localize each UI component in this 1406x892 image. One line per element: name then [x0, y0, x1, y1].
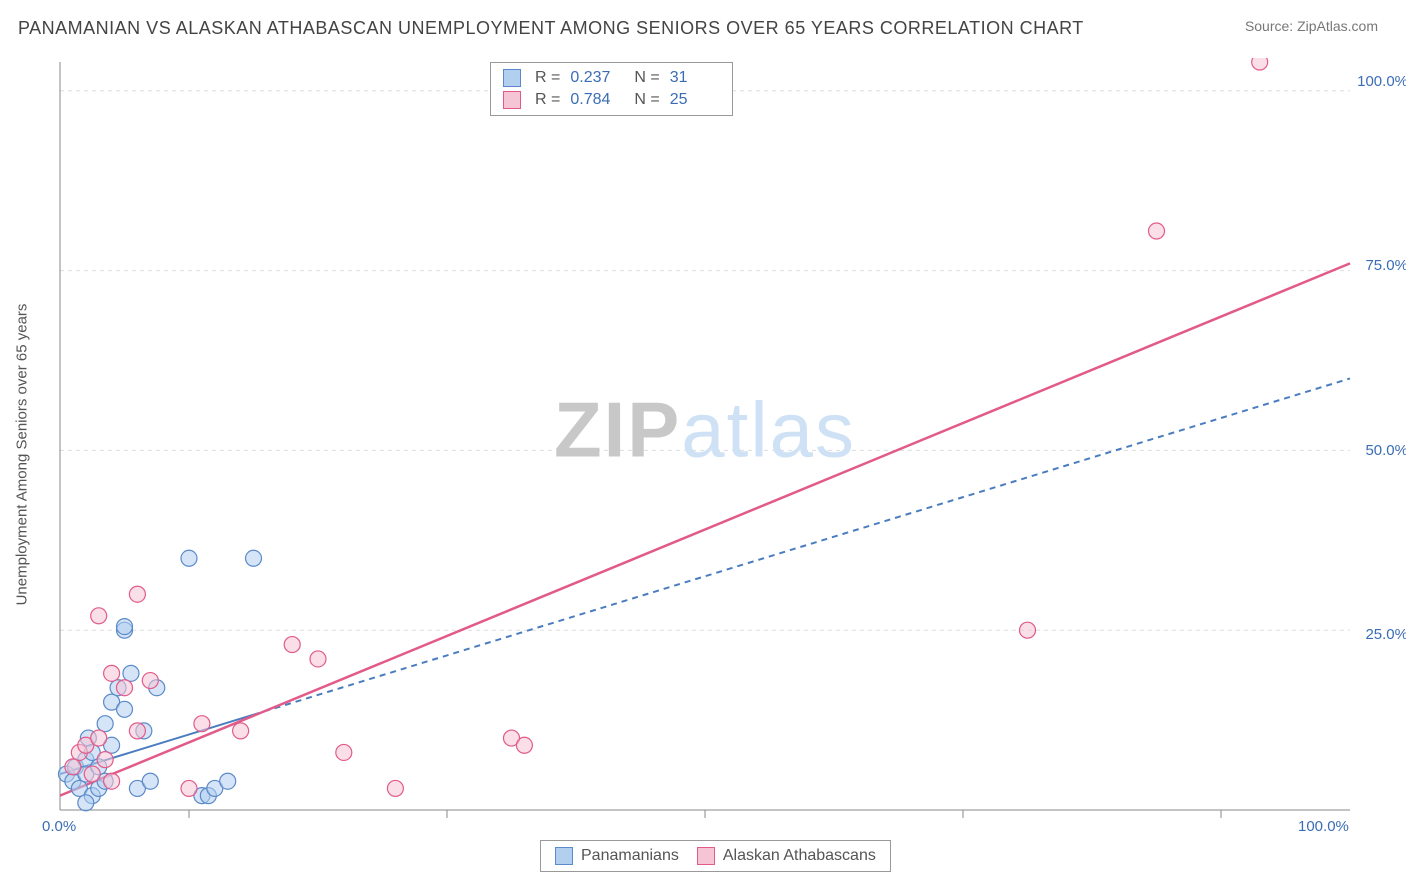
- legend-swatch: [697, 847, 715, 865]
- series-swatch: [503, 69, 521, 87]
- x-tick-label: 0.0%: [42, 818, 76, 835]
- r-value: 0.784: [570, 91, 620, 109]
- legend-item: Alaskan Athabascans: [697, 847, 876, 865]
- chart-container: Unemployment Among Seniors over 65 years…: [50, 58, 1360, 834]
- r-label: R =: [535, 91, 560, 109]
- y-axis-label: Unemployment Among Seniors over 65 years: [14, 304, 31, 606]
- x-tick-label: 100.0%: [1298, 818, 1349, 835]
- legend-item: Panamanians: [555, 847, 679, 865]
- source-label: Source: ZipAtlas.com: [1245, 18, 1378, 34]
- stats-legend: R = 0.237 N = 31 R = 0.784 N = 25: [490, 62, 733, 116]
- n-value: 25: [670, 91, 720, 109]
- r-value: 0.237: [570, 69, 620, 87]
- scatter-chart: [50, 58, 1360, 834]
- chart-title: PANAMANIAN VS ALASKAN ATHABASCAN UNEMPLO…: [18, 18, 1084, 39]
- stats-row: R = 0.784 N = 25: [491, 89, 732, 111]
- n-label: N =: [634, 91, 659, 109]
- y-tick-label: 100.0%: [1357, 73, 1406, 90]
- y-tick-label: 75.0%: [1365, 257, 1406, 274]
- series-legend: Panamanians Alaskan Athabascans: [540, 840, 891, 872]
- stats-row: R = 0.237 N = 31: [491, 67, 732, 89]
- r-label: R =: [535, 69, 560, 87]
- legend-label: Alaskan Athabascans: [723, 847, 876, 865]
- legend-swatch: [555, 847, 573, 865]
- legend-label: Panamanians: [581, 847, 679, 865]
- series-swatch: [503, 91, 521, 109]
- n-label: N =: [634, 69, 659, 87]
- n-value: 31: [670, 69, 720, 87]
- y-tick-label: 50.0%: [1365, 442, 1406, 459]
- y-tick-label: 25.0%: [1365, 626, 1406, 643]
